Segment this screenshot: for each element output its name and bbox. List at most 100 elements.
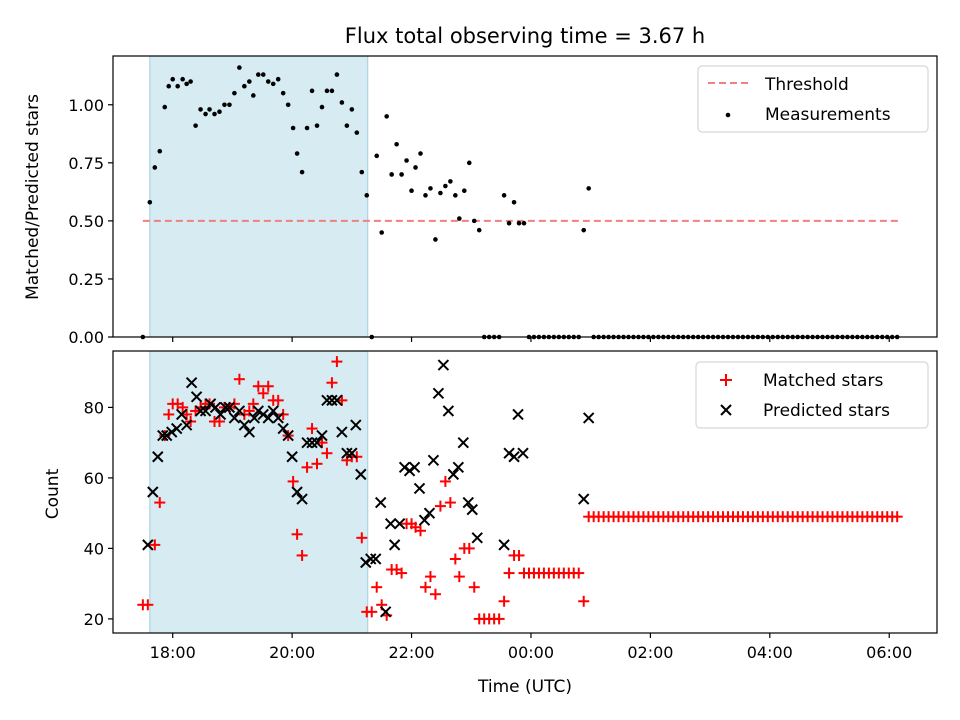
measurement-point xyxy=(188,79,193,84)
matched-star-point xyxy=(493,613,505,625)
matched-star-point xyxy=(453,571,465,583)
measurement-point xyxy=(255,72,261,77)
matched-star-point xyxy=(252,380,264,392)
measurement-point xyxy=(461,188,467,193)
measurement-point xyxy=(399,172,404,177)
matched-star-point xyxy=(463,542,475,554)
predicted-star-point xyxy=(512,408,524,421)
measurement-point xyxy=(334,72,340,77)
top-y-tick-label: 0.00 xyxy=(68,328,104,347)
matched-star-point xyxy=(306,423,318,435)
measurement-point xyxy=(586,186,591,191)
measurement-point xyxy=(309,88,315,94)
bottom-panel: 20 40 60 80 18:00 20:00 22:00 00:00 02:00 04:00 0… xyxy=(43,350,938,697)
predicted-star-point xyxy=(262,412,274,424)
predicted-star-point xyxy=(180,419,193,431)
predicted-star-point xyxy=(379,606,392,618)
measurement-point xyxy=(251,93,256,98)
matched-star-point xyxy=(257,387,269,399)
predicted-star-point xyxy=(282,429,294,442)
matched-star-point xyxy=(321,447,333,459)
predicted-star-point xyxy=(365,553,377,565)
matched-star-point xyxy=(154,497,166,509)
matched-star-point xyxy=(291,528,303,540)
predicted-star-point xyxy=(252,405,265,417)
predicted-star-point xyxy=(355,468,367,481)
predicted-star-point xyxy=(238,419,251,431)
predicted-star-point xyxy=(248,412,261,424)
predicted-star-point xyxy=(437,359,450,371)
predicted-star-point xyxy=(306,436,318,449)
measurement-point xyxy=(203,111,208,117)
predicted-star-point xyxy=(321,394,333,407)
predicted-star-point xyxy=(462,496,474,509)
measurement-point xyxy=(389,172,394,177)
top-y-axis-label: Matched/Predicted stars xyxy=(23,94,43,300)
legend-measurements-swatch xyxy=(725,112,731,118)
measurement-point xyxy=(217,109,222,115)
matched-star-point xyxy=(149,539,161,551)
legend-matched-swatch xyxy=(720,374,732,386)
measurement-point xyxy=(379,230,384,235)
matched-star-point xyxy=(228,398,240,410)
measurement-point xyxy=(237,65,242,70)
predicted-star-point xyxy=(267,405,279,417)
matched-star-point xyxy=(444,497,456,509)
matched-star-point xyxy=(513,549,525,561)
measurement-point xyxy=(294,151,300,156)
matched-star-point xyxy=(578,595,590,607)
predicted-star-point xyxy=(331,394,343,407)
measurement-point xyxy=(413,165,418,170)
bottom-y-tick-label: 80 xyxy=(84,398,104,417)
predicted-star-point xyxy=(166,426,178,438)
predicted-star-point xyxy=(388,539,401,551)
predicted-star-point xyxy=(199,405,212,417)
predicted-star-point xyxy=(311,436,323,449)
top-y-tick-label: 1.00 xyxy=(68,96,104,115)
measurement-point xyxy=(374,153,380,159)
predicted-star-point xyxy=(228,412,241,424)
bottom-legend: Matched stars Predicted stars xyxy=(695,361,929,429)
predicted-star-point xyxy=(175,408,188,421)
predicted-star-point xyxy=(291,486,303,498)
bottom-axes-frame xyxy=(112,350,938,634)
measurement-point xyxy=(349,107,355,112)
measurement-point xyxy=(443,183,448,189)
x-tick-label: 18:00 xyxy=(150,643,196,662)
predicted-star-point xyxy=(517,447,529,459)
measurement-point xyxy=(521,220,527,226)
predicted-star-point xyxy=(346,447,358,459)
matched-star-point xyxy=(326,377,338,389)
predicted-star-point xyxy=(471,532,483,544)
predicted-star-point xyxy=(582,412,595,424)
predicted-stars-points xyxy=(142,359,595,618)
legend-predicted-swatch xyxy=(720,404,732,416)
measurement-point xyxy=(184,81,189,87)
predicted-star-point xyxy=(301,436,313,449)
predicted-star-point xyxy=(374,496,387,509)
predicted-star-point xyxy=(209,401,222,414)
measurement-point xyxy=(409,188,414,193)
measurement-point xyxy=(166,83,172,89)
measurement-point xyxy=(359,169,365,175)
predicted-star-point xyxy=(418,514,431,526)
predicted-star-point xyxy=(233,405,246,417)
matched-star-point xyxy=(243,405,255,417)
matched-star-point xyxy=(213,416,225,427)
legend-matched-label: Matched stars xyxy=(763,371,883,391)
legend-predicted-label: Predicted stars xyxy=(763,401,890,421)
measurement-point xyxy=(364,193,370,198)
bottom-legend-box xyxy=(695,361,929,429)
measurement-point xyxy=(175,83,180,89)
predicted-star-point xyxy=(423,507,436,519)
measurement-point xyxy=(265,79,271,84)
matched-star-point xyxy=(311,458,323,470)
matched-star-point xyxy=(434,500,446,512)
top-y-tick-label: 0.25 xyxy=(68,270,104,289)
predicted-star-point xyxy=(257,408,269,421)
predicted-star-point xyxy=(243,426,256,438)
x-tick-label: 20:00 xyxy=(269,643,315,662)
matched-star-point xyxy=(573,567,585,579)
measurement-point xyxy=(453,193,458,198)
